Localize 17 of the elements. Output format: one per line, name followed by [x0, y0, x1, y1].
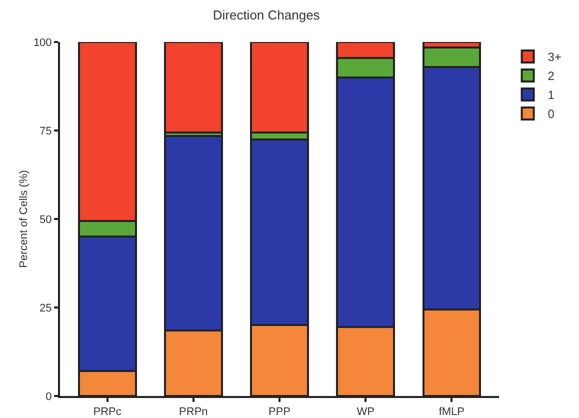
- y-tick-label: 0: [46, 390, 52, 403]
- legend-label: 2: [548, 69, 555, 84]
- y-tick-label: 75: [40, 125, 52, 138]
- x-tick-label: WP: [356, 406, 374, 418]
- y-tick-label: 100: [33, 36, 52, 49]
- legend-label: 0: [548, 107, 555, 122]
- x-tick-label: PRPc: [93, 406, 122, 418]
- x-tick-label: PRPn: [179, 406, 208, 418]
- x-tick-label: PPP: [268, 406, 291, 418]
- y-tick-label: 50: [40, 214, 52, 226]
- legend-label: 3+: [548, 50, 562, 64]
- bar: [164, 42, 223, 134]
- y-axis-title: Percent of Cells (%): [18, 170, 30, 268]
- legend-label: 1: [548, 88, 555, 102]
- x-tick-label: fMLP: [438, 406, 465, 418]
- chart-title: Direction Changes: [212, 8, 320, 23]
- y-tick-label: 25: [40, 302, 52, 314]
